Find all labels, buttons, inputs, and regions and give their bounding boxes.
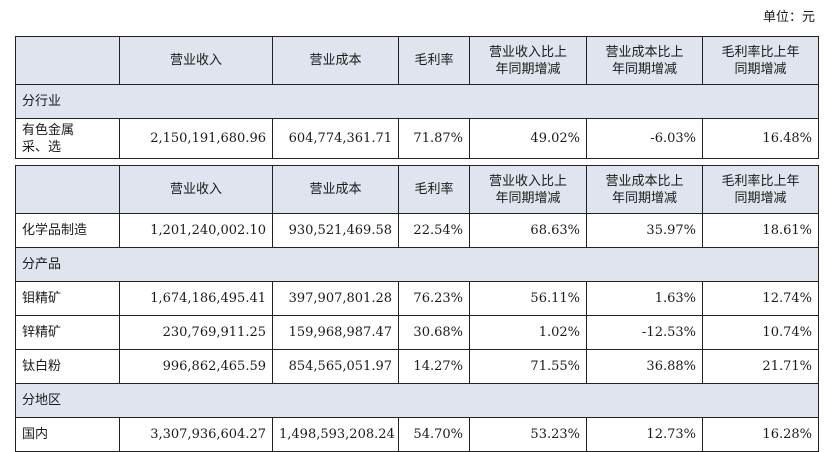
cost-change-cell: 35.97% — [586, 213, 703, 248]
revenue-cell: 996,862,465.59 — [119, 349, 273, 384]
header-cost-change: 营业成本比上 年同期增减 — [586, 36, 703, 85]
header-margin-change-line2: 同期增减 — [734, 61, 787, 77]
cost-change-cell: -6.03% — [586, 118, 703, 159]
revenue-change-cell: 71.55% — [469, 349, 587, 384]
section-row-industry: 分行业 — [15, 84, 819, 119]
cost-change-cell: 12.73% — [586, 417, 703, 452]
header-revenue-change-line1: 营业收入比上 — [488, 44, 567, 60]
industry-table: 营业收入 营业成本 毛利率 营业收入比上 年同期增减 营业成本比上 年同期增减 毛利… — [15, 36, 819, 159]
row-label: 国内 — [15, 417, 120, 452]
section-row-product: 分产品 — [15, 247, 819, 282]
header-cost-change-line2: 年同期增减 — [611, 61, 677, 77]
row-label: 锌精矿 — [15, 315, 120, 350]
revenue-cell: 2,150,191,680.96 — [119, 118, 273, 159]
header-margin-change-line2: 同期增减 — [734, 190, 787, 206]
table-row: 化学品制造 1,201,240,002.10 930,521,469.58 22… — [15, 213, 819, 248]
cost-cell: 159,968,987.47 — [272, 315, 399, 350]
revenue-cell: 1,674,186,495.41 — [119, 281, 273, 316]
margin-change-cell: 12.74% — [702, 281, 819, 316]
header-revenue: 营业收入 — [119, 36, 273, 85]
cost-cell: 604,774,361.71 — [272, 118, 399, 159]
revenue-change-cell: 49.02% — [469, 118, 587, 159]
margin-cell: 76.23% — [398, 281, 470, 316]
table-row: 有色金属 采、选 2,150,191,680.96 604,774,361.71 … — [15, 118, 819, 159]
header-revenue-change-line2: 年同期增减 — [495, 190, 561, 206]
header-cost: 营业成本 — [272, 165, 399, 214]
cost-cell: 397,907,801.28 — [272, 281, 399, 316]
margin-change-cell: 21.71% — [702, 349, 819, 384]
row-label: 有色金属 采、选 — [15, 118, 120, 159]
header-row: 营业收入 营业成本 毛利率 营业收入比上 年同期增减 营业成本比上 年同期增减 毛利… — [15, 165, 819, 214]
header-row: 营业收入 营业成本 毛利率 营业收入比上 年同期增减 营业成本比上 年同期增减 毛利… — [15, 36, 819, 85]
header-cost-change-line1: 营业成本比上 — [605, 44, 684, 60]
table-row: 国内 3,307,936,604.27 1,498,593,208.24 54.… — [15, 417, 819, 452]
row-label-line1: 有色金属 — [22, 122, 75, 138]
margin-change-cell: 18.61% — [702, 213, 819, 248]
header-cost-change-line1: 营业成本比上 — [605, 173, 684, 189]
revenue-change-cell: 56.11% — [469, 281, 587, 316]
revenue-cell: 3,307,936,604.27 — [119, 417, 273, 452]
table-row: 锌精矿 230,769,911.25 159,968,987.47 30.68%… — [15, 315, 819, 350]
section-title-product: 分产品 — [15, 247, 819, 282]
section-row-region: 分地区 — [15, 383, 819, 418]
header-cost-change-line2: 年同期增减 — [611, 190, 677, 206]
header-cost-change: 营业成本比上 年同期增减 — [586, 165, 703, 214]
cost-change-cell: 36.88% — [586, 349, 703, 384]
cost-cell: 930,521,469.58 — [272, 213, 399, 248]
header-margin-change-line1: 毛利率比上年 — [721, 44, 800, 60]
header-blank-cell — [15, 36, 120, 85]
row-label: 钼精矿 — [15, 281, 120, 316]
header-revenue-change: 营业收入比上 年同期增减 — [469, 36, 587, 85]
table-row: 钛白粉 996,862,465.59 854,565,051.97 14.27%… — [15, 349, 819, 384]
header-margin-change: 毛利率比上年 同期增减 — [702, 165, 819, 214]
header-cost: 营业成本 — [272, 36, 399, 85]
margin-cell: 71.87% — [398, 118, 470, 159]
header-blank-cell — [15, 165, 120, 214]
margin-change-cell: 16.28% — [702, 417, 819, 452]
margin-cell: 30.68% — [398, 315, 470, 350]
section-title-region: 分地区 — [15, 383, 819, 418]
revenue-cell: 230,769,911.25 — [119, 315, 273, 350]
header-revenue: 营业收入 — [119, 165, 273, 214]
cost-change-cell: -12.53% — [586, 315, 703, 350]
header-revenue-change-line1: 营业收入比上 — [488, 173, 567, 189]
margin-cell: 22.54% — [398, 213, 470, 248]
header-margin-change: 毛利率比上年 同期增减 — [702, 36, 819, 85]
margin-change-cell: 16.48% — [702, 118, 819, 159]
header-margin-change-line1: 毛利率比上年 — [721, 173, 800, 189]
margin-cell: 14.27% — [398, 349, 470, 384]
header-revenue-change: 营业收入比上 年同期增减 — [469, 165, 587, 214]
margin-change-cell: 10.74% — [702, 315, 819, 350]
cost-cell: 854,565,051.97 — [272, 349, 399, 384]
section-title-industry: 分行业 — [15, 84, 819, 119]
cost-cell: 1,498,593,208.24 — [272, 417, 399, 452]
product-region-table: 营业收入 营业成本 毛利率 营业收入比上 年同期增减 营业成本比上 年同期增减 毛利… — [15, 165, 819, 452]
cost-change-cell: 1.63% — [586, 281, 703, 316]
header-margin: 毛利率 — [398, 165, 470, 214]
unit-label: 单位：元 — [762, 10, 815, 25]
table-row: 钼精矿 1,674,186,495.41 397,907,801.28 76.2… — [15, 281, 819, 316]
row-label-line2: 采、选 — [22, 139, 62, 155]
revenue-cell: 1,201,240,002.10 — [119, 213, 273, 248]
header-margin: 毛利率 — [398, 36, 470, 85]
revenue-change-cell: 53.23% — [469, 417, 587, 452]
row-label: 钛白粉 — [15, 349, 120, 384]
row-label: 化学品制造 — [15, 213, 120, 248]
header-revenue-change-line2: 年同期增减 — [495, 61, 561, 77]
revenue-change-cell: 68.63% — [469, 213, 587, 248]
margin-cell: 54.70% — [398, 417, 470, 452]
revenue-change-cell: 1.02% — [469, 315, 587, 350]
